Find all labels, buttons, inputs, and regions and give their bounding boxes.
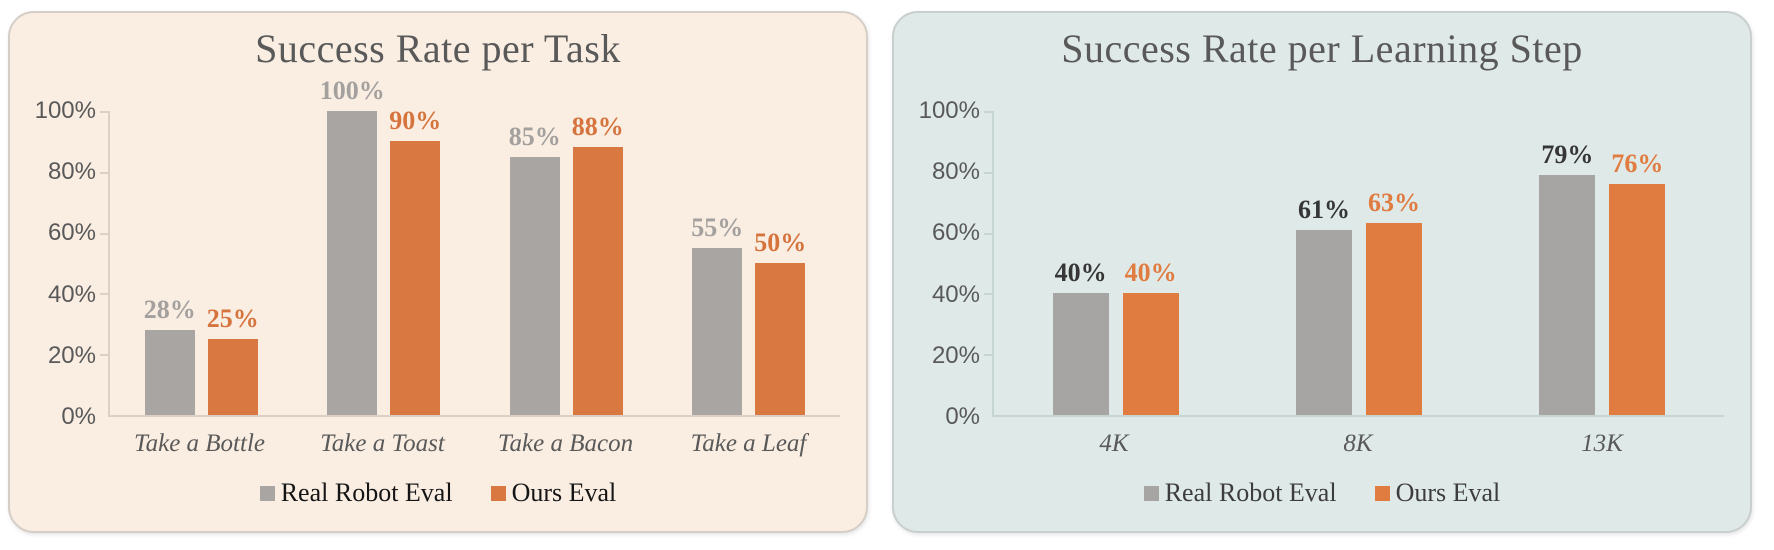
bar-ours-eval-4k: 40% (1122, 260, 1179, 415)
bar-group-take-a-bottle: 28% 25% (110, 111, 293, 415)
legend-label: Real Robot Eval (280, 478, 453, 507)
plot-area: 28% 25% 100% 90% 85% 88% 55% 50% (100, 78, 841, 417)
bar-value-label: 88% (571, 112, 624, 142)
y-axis-tick-mark (984, 111, 992, 113)
legend-item-real-robot-eval: Real Robot Eval (259, 478, 453, 508)
y-axis-tick-label: 40% (47, 280, 96, 308)
y-axis-tick-mark (100, 232, 108, 235)
legend: Real Robot Eval Ours Eval (10, 478, 866, 508)
bar-ours-eval-take-a-leaf: 50% (754, 230, 806, 415)
bar-value-label: 76% (1611, 148, 1664, 178)
plot-area: 40% 40% 61% 63% 79% 76% (984, 111, 1724, 417)
bar-group-13k: 79% 76% (1481, 111, 1724, 415)
category-label-8k: 8K (1343, 430, 1373, 457)
legend: Real Robot Eval Ours Eval (894, 478, 1750, 508)
chart-area: 100% 80% 60% 40% 20% 0% 28% 25% 100% 90% 85% 88% 55… (10, 78, 866, 430)
legend-swatch-ours-eval (490, 485, 506, 501)
y-axis: 100% 80% 60% 40% 20% 0% (894, 97, 992, 430)
y-axis-tick-label: 40% (931, 280, 980, 308)
y-axis-tick-label: 80% (47, 158, 96, 186)
bar-ours-eval-13k: 76% (1609, 150, 1666, 415)
y-axis: 100% 80% 60% 40% 20% 0% (10, 97, 108, 430)
bar-value-label: 55% (691, 212, 744, 242)
category-label-13k: 13K (1581, 430, 1623, 457)
charts-page: Success Rate per Task 100% 80% 60% 40% 20% 0%… (8, 11, 1752, 533)
chart-area: 100% 80% 60% 40% 20% 0% 40% 40% 61% 63% 79% 76% (894, 97, 1750, 430)
y-axis-tick-label: 80% (931, 158, 980, 186)
bar-real-robot-eval-take-a-bottle: 28% (144, 296, 196, 415)
y-axis-tick-label: 100% (918, 97, 980, 124)
legend-item-real-robot-eval: Real Robot Eval (1143, 478, 1337, 508)
legend-item-ours-eval: Ours Eval (1374, 478, 1501, 508)
bar-value-label: 90% (389, 106, 442, 136)
y-axis-tick-label: 60% (931, 219, 980, 247)
bar-value-label: 40% (1054, 258, 1107, 288)
bar-group-take-a-bacon: 85% 88% (475, 111, 658, 415)
category-label-take-a-leaf: Take a Leaf (690, 430, 807, 457)
bar-ours-eval-take-a-bottle: 25% (207, 306, 259, 415)
y-axis-tick-label: 60% (47, 219, 96, 247)
y-axis-tick-mark (984, 232, 992, 235)
bar-value-label: 61% (1297, 194, 1350, 224)
legend-swatch-real-robot-eval (1143, 485, 1159, 501)
x-axis-labels: 4K 8K 13K (992, 429, 1724, 459)
y-axis-tick-mark (100, 354, 108, 357)
bar-real-robot-eval-take-a-bacon: 85% (509, 123, 561, 415)
y-axis-tick-mark (100, 111, 108, 113)
legend-swatch-real-robot-eval (259, 485, 275, 501)
bar-ours-eval-take-a-bacon: 88% (572, 114, 624, 415)
y-axis-tick-mark (984, 293, 992, 296)
bar-ours-eval-8k: 63% (1365, 190, 1422, 415)
y-axis-tick-mark (100, 171, 108, 174)
bar-value-label: 25% (206, 304, 259, 333)
category-label-take-a-bottle: Take a Bottle (133, 430, 265, 457)
chart-title: Success Rate per Learning Step (1061, 26, 1583, 71)
bar-real-robot-eval-13k: 79% (1539, 141, 1596, 415)
chart-panel-success-rate-per-task: Success Rate per Task 100% 80% 60% 40% 20% 0%… (8, 11, 868, 533)
bar-real-robot-eval-4k: 40% (1052, 260, 1109, 415)
y-axis-tick-mark (984, 354, 992, 357)
bar-value-label: 100% (319, 76, 385, 105)
y-axis-tick-mark (984, 171, 992, 174)
legend-item-ours-eval: Ours Eval (490, 478, 617, 508)
bar-group-4k: 40% 40% (994, 111, 1237, 415)
legend-swatch-ours-eval (1374, 485, 1390, 501)
y-axis-tick-label: 100% (34, 97, 96, 124)
bar-value-label: 79% (1541, 139, 1594, 169)
bar-value-label: 50% (754, 228, 807, 257)
legend-label: Ours Eval (1395, 478, 1501, 507)
chart-title: Success Rate per Task (255, 26, 621, 71)
y-axis-tick-label: 20% (931, 341, 980, 369)
bar-real-robot-eval-8k: 61% (1295, 196, 1352, 415)
category-label-take-a-bacon: Take a Bacon (497, 430, 634, 457)
legend-label: Ours Eval (511, 478, 617, 507)
bar-value-label: 28% (143, 294, 196, 324)
bar-real-robot-eval-take-a-toast: 100% (320, 78, 385, 415)
bar-ours-eval-take-a-toast: 90% (389, 108, 441, 415)
bar-group-take-a-toast: 100% 90% (293, 78, 476, 415)
bar-value-label: 85% (508, 121, 561, 151)
bar-group-8k: 61% 63% (1237, 111, 1480, 415)
bar-value-label: 63% (1367, 188, 1420, 218)
y-axis-tick-label: 20% (47, 341, 96, 369)
y-axis-tick-mark (100, 293, 108, 296)
bar-group-take-a-leaf: 55% 50% (658, 111, 841, 415)
x-axis-labels: Take a Bottle Take a Toast Take a Bacon Tak… (108, 429, 840, 459)
category-label-4k: 4K (1099, 430, 1129, 457)
bar-value-label: 40% (1124, 258, 1177, 288)
category-label-take-a-toast: Take a Toast (320, 430, 445, 457)
bar-real-robot-eval-take-a-leaf: 55% (691, 214, 743, 415)
chart-panel-success-rate-per-learning-step: Success Rate per Learning Step 100% 80% 60… (892, 11, 1752, 533)
y-axis-tick-label: 0% (945, 403, 980, 430)
y-axis-tick-label: 0% (61, 403, 96, 430)
legend-label: Real Robot Eval (1164, 478, 1337, 507)
